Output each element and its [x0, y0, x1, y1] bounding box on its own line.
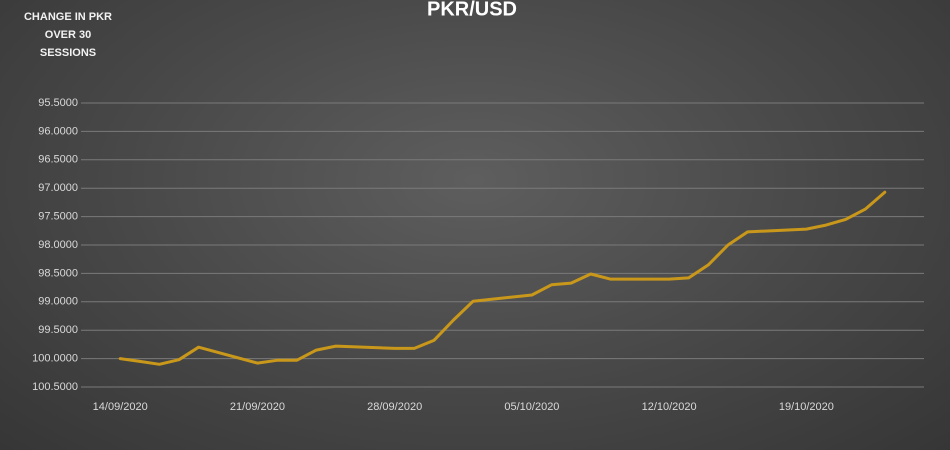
y-tick-label: 99.5000	[38, 324, 78, 336]
y-tick-label: 96.0000	[38, 125, 78, 137]
x-tick-label: 12/10/2020	[642, 401, 697, 413]
data-line	[118, 190, 887, 366]
y-tick-label: 96.5000	[38, 154, 78, 166]
y-tick-label: 95.5000	[38, 97, 78, 109]
x-tick-label: 21/09/2020	[230, 401, 285, 413]
y-tick-label: 100.5000	[32, 381, 78, 393]
y-tick-label: 100.0000	[32, 353, 78, 365]
y-tick-label: 97.0000	[38, 182, 78, 194]
y-tick-label: 98.0000	[38, 239, 78, 251]
x-tick-label: 28/09/2020	[367, 401, 422, 413]
x-tick-label: 05/10/2020	[504, 401, 559, 413]
chart-title: PKR/USD	[427, 0, 517, 20]
x-tick-label: 14/09/2020	[93, 401, 148, 413]
y-tick-label: 97.5000	[38, 211, 78, 223]
x-tick-label: 19/10/2020	[779, 401, 834, 413]
y-tick-label: 99.0000	[38, 296, 78, 308]
annotation: CHANGE IN PKR OVER 30 SESSIONS	[23, 11, 112, 59]
y-tick-label: 98.5000	[38, 267, 78, 279]
